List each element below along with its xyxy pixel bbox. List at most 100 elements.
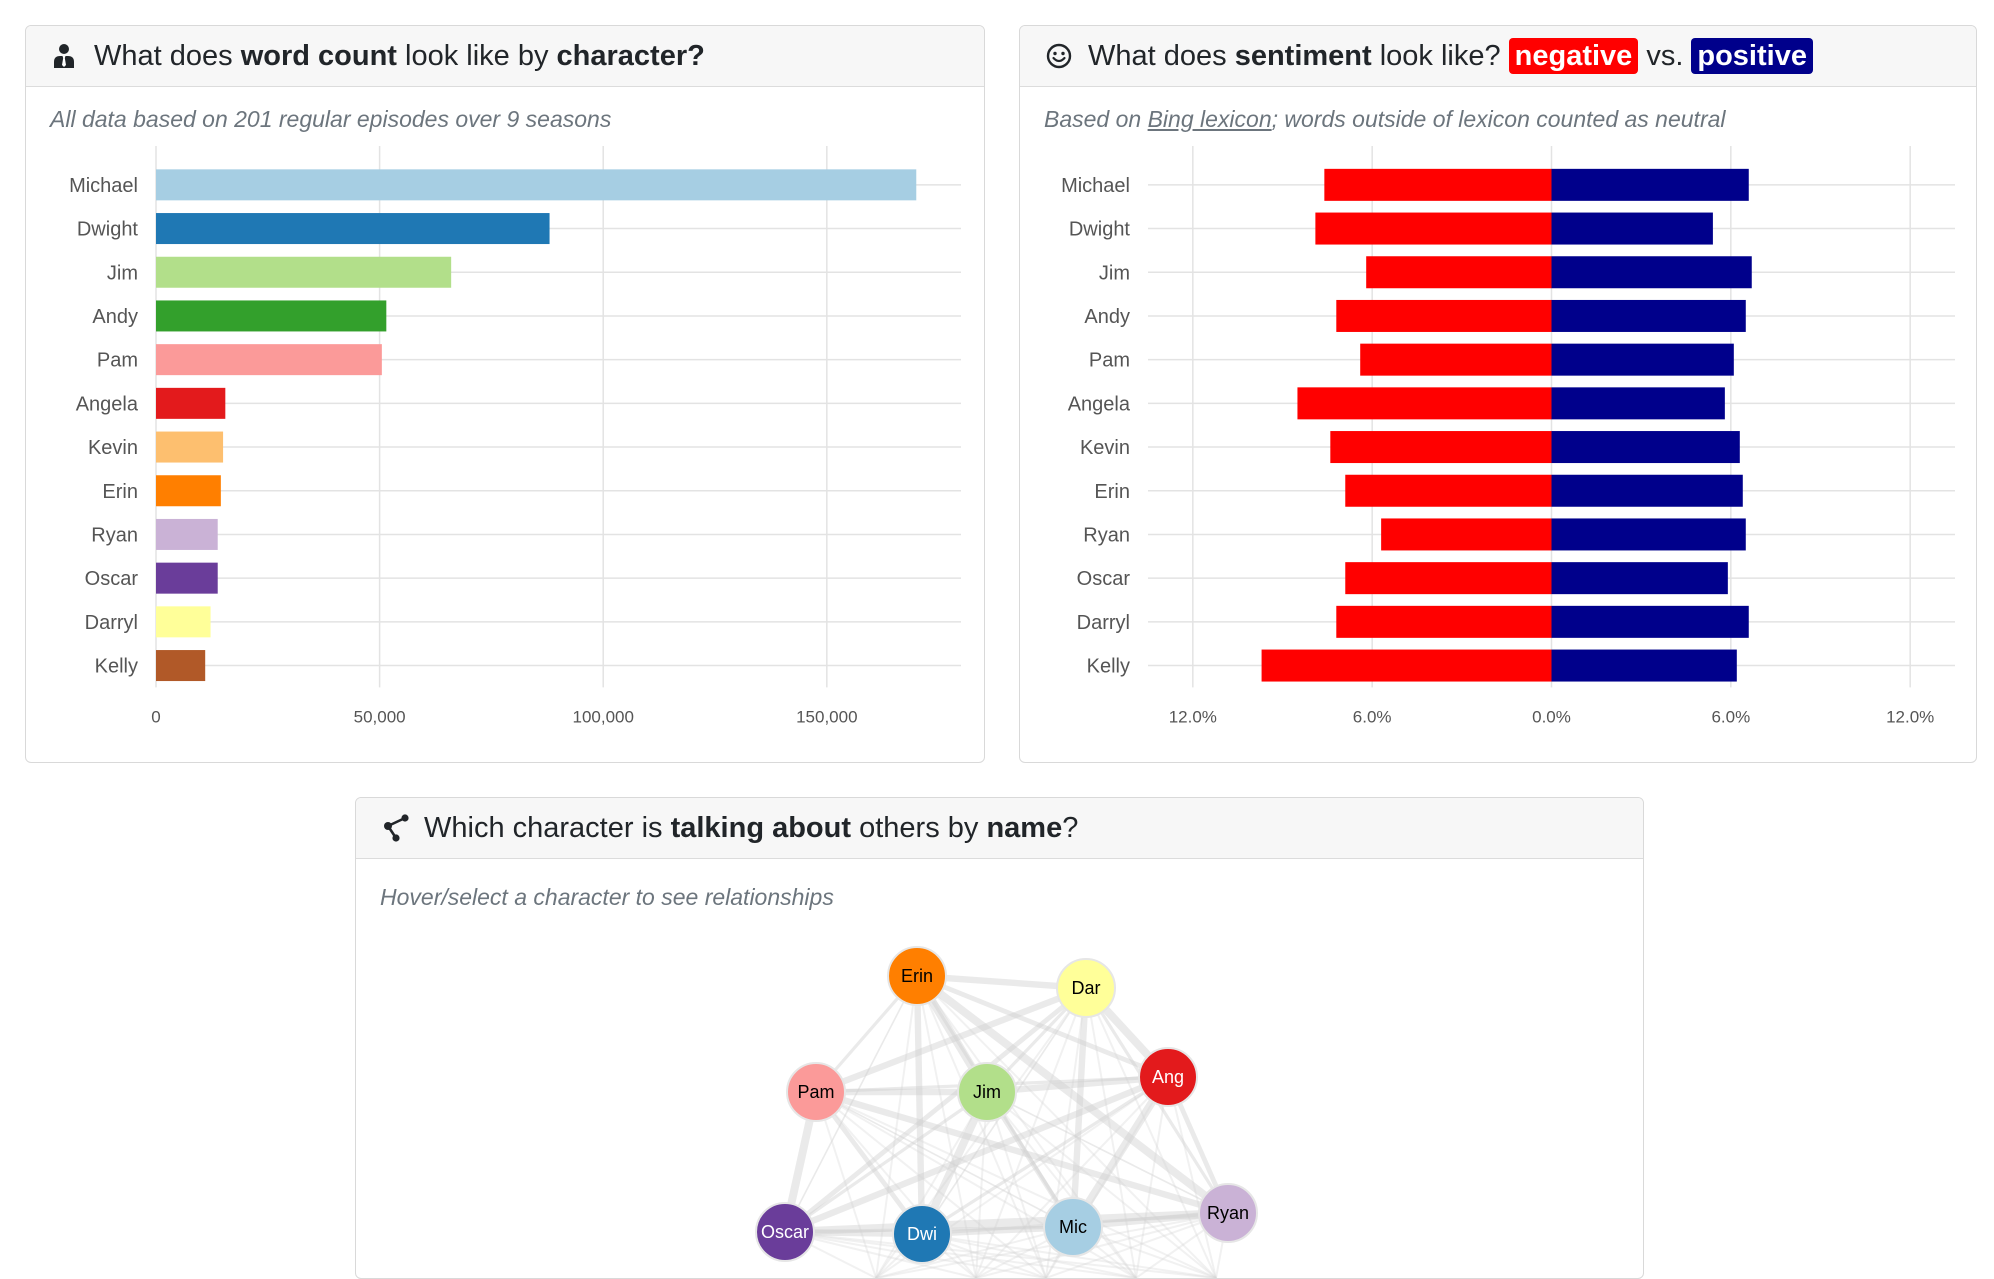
node-circle[interactable] [786, 1062, 846, 1122]
negative-badge: negative [1508, 38, 1639, 74]
network-edge [986, 1091, 1137, 1278]
network-edge [913, 975, 926, 1235]
network-edge [975, 987, 1087, 1278]
bar-andy [156, 300, 387, 332]
network-edge [815, 1091, 877, 1278]
category-label: Michael [69, 175, 138, 197]
negative-bar-ryan [1381, 518, 1552, 551]
positive-bar-jim [1551, 256, 1752, 289]
network-card: Which character is talking about others … [355, 797, 1644, 1279]
category-label: Erin [102, 481, 138, 503]
category-label: Kelly [1087, 656, 1130, 678]
category-label: Jim [1099, 262, 1130, 284]
network-edge [814, 985, 1088, 1095]
sentiment-chart: 12.0% 6.0% 0.0% 6.0% 12.0% Michael Dwight Jim An… [1061, 146, 1955, 726]
category-label: Pam [97, 350, 138, 372]
positive-bar-kevin [1551, 431, 1740, 464]
network-node-dwi[interactable]: Dwi [892, 1204, 952, 1264]
x-tick-label: 0 [151, 707, 160, 726]
network-edge [986, 1091, 1229, 1214]
category-label: Erin [1094, 481, 1130, 503]
network-edges [781, 972, 1231, 1278]
network-graph[interactable]: Erin Dar Pam Jim Ang Oscar Dwi Mic Ryan [356, 798, 1643, 1278]
positive-bar-dwight [1551, 212, 1713, 245]
node-label: Dar [1071, 978, 1100, 998]
network-edge [1167, 1076, 1217, 1278]
x-tick-label: 12.0% [1886, 707, 1934, 726]
positive-bar-angela [1551, 387, 1725, 420]
network-edge [783, 986, 1088, 1234]
network-node-ang[interactable]: Ang [1138, 1047, 1198, 1107]
node-circle[interactable] [887, 946, 947, 1006]
positive-bar-oscar [1551, 562, 1728, 595]
positive-bar-erin [1551, 474, 1743, 507]
category-label: Kevin [88, 437, 138, 459]
node-label: Ryan [1207, 1203, 1249, 1223]
network-node-dar[interactable]: Dar [1056, 958, 1116, 1018]
x-tick-label: 100,000 [572, 707, 633, 726]
node-label: Ang [1152, 1067, 1184, 1087]
x-tick-label: 6.0% [1353, 707, 1392, 726]
category-label: Ryan [91, 524, 138, 546]
network-edge [1085, 987, 1137, 1278]
node-circle[interactable] [1138, 1047, 1198, 1107]
node-label: Pam [797, 1082, 834, 1102]
network-edge [875, 1091, 988, 1278]
category-label: Pam [1089, 350, 1130, 372]
node-label: Oscar [761, 1222, 809, 1242]
network-edge [815, 1091, 1217, 1278]
category-label: Michael [1061, 175, 1130, 197]
negative-bar-oscar [1345, 562, 1552, 595]
network-node-pam[interactable]: Pam [786, 1062, 846, 1122]
network-edge [784, 1209, 1229, 1236]
negative-bar-angela [1297, 387, 1552, 420]
bar-michael [156, 169, 917, 201]
network-edge [914, 972, 1231, 1217]
category-label: Andy [1084, 306, 1130, 328]
node-label: Erin [901, 966, 933, 986]
negative-bar-jim [1366, 256, 1552, 289]
bar-angela [156, 387, 226, 419]
positive-bar-pam [1551, 343, 1734, 376]
bar-kelly [156, 650, 206, 682]
node-circle[interactable] [1198, 1183, 1258, 1243]
x-tick-label: 150,000 [796, 707, 857, 726]
network-edge [986, 1091, 1047, 1278]
node-circle[interactable] [1043, 1197, 1103, 1257]
positive-bar-kelly [1551, 649, 1737, 682]
node-label: Dwi [907, 1224, 937, 1244]
network-edge [784, 975, 918, 1233]
x-tick-label: 50,000 [354, 707, 406, 726]
node-circle[interactable] [755, 1202, 815, 1262]
category-label: Angela [76, 393, 139, 415]
network-node-oscar[interactable]: Oscar [755, 1202, 815, 1262]
word-count-header: What does word count look like by charac… [26, 26, 984, 87]
category-label: Jim [107, 262, 138, 284]
network-node-erin[interactable]: Erin [887, 946, 947, 1006]
x-tick-label: 0.0% [1532, 707, 1571, 726]
network-edge [916, 975, 977, 1278]
network-edge [986, 1073, 1169, 1096]
sentiment-subtitle: Based on Bing lexicon; words outside of … [1044, 106, 1726, 132]
bar-oscar [156, 562, 218, 594]
network-title: Which character is talking about others … [424, 811, 1079, 844]
x-tick-label: 12.0% [1169, 707, 1217, 726]
node-circle[interactable] [957, 1062, 1017, 1122]
network-node-ryan[interactable]: Ryan [1198, 1183, 1258, 1243]
network-edge [916, 973, 1169, 1080]
network-node-jim[interactable]: Jim [957, 1062, 1017, 1122]
network-edge [815, 1091, 1047, 1278]
category-label: Dwight [1069, 219, 1131, 241]
network-edge [815, 1091, 977, 1278]
bar-kevin [156, 431, 224, 463]
positive-bar-ryan [1551, 518, 1746, 551]
network-node-mic[interactable]: Mic [1043, 1197, 1103, 1257]
positive-badge: positive [1691, 38, 1813, 74]
negative-bar-kelly [1261, 649, 1552, 682]
network-edge [1069, 987, 1090, 1228]
bar-darryl [156, 606, 211, 638]
bing-lexicon-link[interactable]: Bing lexicon [1147, 106, 1272, 132]
word-count-subtitle: All data based on 201 regular episodes o… [50, 106, 612, 132]
node-circle[interactable] [1056, 958, 1116, 1018]
category-label: Andy [92, 306, 138, 328]
